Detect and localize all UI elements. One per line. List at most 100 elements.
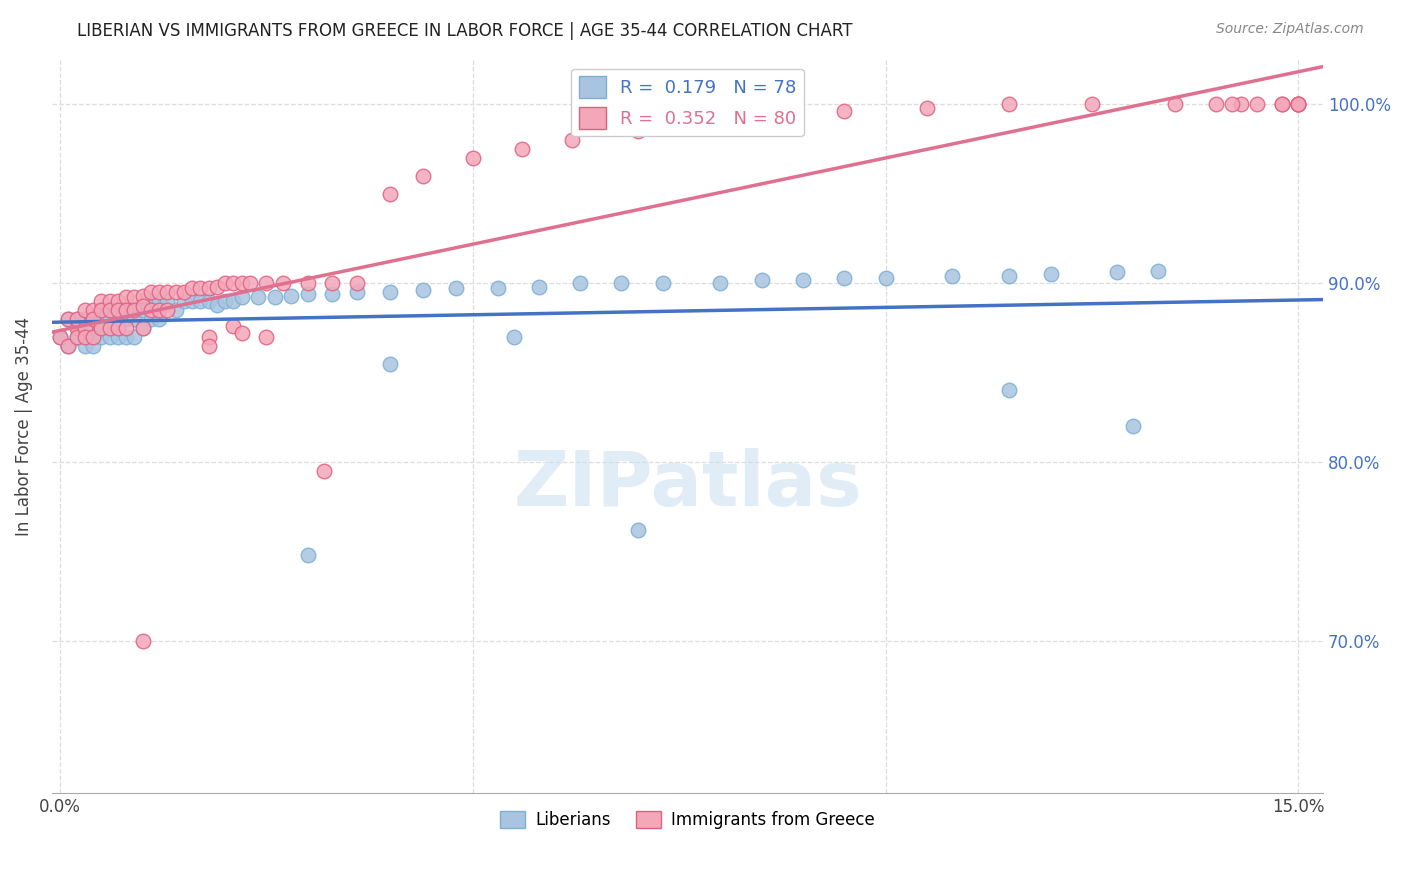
Point bbox=[239, 276, 262, 290]
Point bbox=[709, 276, 731, 290]
Point bbox=[65, 320, 87, 334]
Point bbox=[124, 311, 146, 326]
Point bbox=[561, 133, 583, 147]
Point bbox=[115, 302, 138, 317]
Point bbox=[82, 330, 104, 344]
Point bbox=[527, 279, 550, 293]
Text: ZIPatlas: ZIPatlas bbox=[513, 448, 862, 522]
Point bbox=[412, 283, 434, 297]
Point bbox=[131, 633, 153, 648]
Point bbox=[107, 302, 129, 317]
Point bbox=[98, 320, 121, 334]
Point bbox=[915, 101, 938, 115]
Point bbox=[998, 97, 1021, 112]
Point bbox=[569, 276, 592, 290]
Point bbox=[58, 311, 80, 326]
Point bbox=[1220, 97, 1243, 112]
Point bbox=[214, 276, 236, 290]
Point bbox=[380, 285, 402, 299]
Point bbox=[107, 302, 129, 317]
Point bbox=[751, 272, 773, 286]
Point bbox=[197, 339, 219, 353]
Point bbox=[115, 330, 138, 344]
Point bbox=[280, 288, 302, 302]
Point bbox=[90, 302, 112, 317]
Point bbox=[693, 115, 716, 129]
Point bbox=[998, 268, 1021, 283]
Point bbox=[82, 302, 104, 317]
Point bbox=[124, 302, 146, 317]
Point bbox=[98, 302, 121, 317]
Point bbox=[98, 311, 121, 326]
Point bbox=[1271, 97, 1294, 112]
Point bbox=[380, 357, 402, 371]
Point bbox=[1246, 97, 1268, 112]
Point bbox=[98, 293, 121, 308]
Point bbox=[58, 339, 80, 353]
Point bbox=[131, 293, 153, 308]
Point bbox=[1229, 97, 1251, 112]
Point bbox=[90, 330, 112, 344]
Point bbox=[1081, 97, 1104, 112]
Point bbox=[998, 384, 1021, 398]
Legend: Liberians, Immigrants from Greece: Liberians, Immigrants from Greece bbox=[494, 804, 882, 836]
Point bbox=[346, 276, 368, 290]
Point bbox=[231, 276, 253, 290]
Point bbox=[181, 281, 204, 295]
Point bbox=[346, 285, 368, 299]
Point bbox=[1286, 97, 1309, 112]
Point bbox=[73, 311, 96, 326]
Point bbox=[834, 270, 856, 285]
Y-axis label: In Labor Force | Age 35-44: In Labor Force | Age 35-44 bbox=[15, 317, 32, 536]
Point bbox=[380, 186, 402, 201]
Point bbox=[82, 339, 104, 353]
Point bbox=[321, 286, 343, 301]
Point bbox=[90, 320, 112, 334]
Point bbox=[461, 151, 484, 165]
Point bbox=[651, 276, 673, 290]
Point bbox=[1286, 97, 1309, 112]
Point bbox=[627, 523, 650, 537]
Point bbox=[512, 142, 534, 156]
Point bbox=[65, 330, 87, 344]
Point bbox=[503, 330, 526, 344]
Point bbox=[98, 330, 121, 344]
Point bbox=[131, 302, 153, 317]
Point bbox=[65, 320, 87, 334]
Point bbox=[792, 272, 814, 286]
Point bbox=[486, 281, 509, 295]
Point bbox=[1286, 97, 1309, 112]
Point bbox=[610, 276, 633, 290]
Point bbox=[271, 276, 294, 290]
Point bbox=[115, 302, 138, 317]
Point bbox=[65, 330, 87, 344]
Point bbox=[124, 330, 146, 344]
Point bbox=[222, 318, 245, 333]
Point bbox=[115, 311, 138, 326]
Point bbox=[58, 311, 80, 326]
Point bbox=[65, 311, 87, 326]
Point bbox=[1147, 263, 1170, 277]
Point bbox=[297, 276, 319, 290]
Point bbox=[115, 320, 138, 334]
Point bbox=[321, 276, 343, 290]
Point bbox=[1039, 267, 1062, 281]
Point bbox=[90, 302, 112, 317]
Point bbox=[254, 276, 277, 290]
Point bbox=[82, 311, 104, 326]
Point bbox=[73, 330, 96, 344]
Point bbox=[205, 297, 228, 311]
Point bbox=[124, 290, 146, 304]
Point bbox=[73, 320, 96, 334]
Point bbox=[247, 290, 270, 304]
Point bbox=[446, 281, 468, 295]
Point bbox=[1122, 419, 1144, 434]
Point bbox=[1205, 97, 1227, 112]
Point bbox=[107, 293, 129, 308]
Point bbox=[58, 339, 80, 353]
Point bbox=[834, 104, 856, 119]
Point bbox=[297, 548, 319, 562]
Point bbox=[412, 169, 434, 183]
Point bbox=[197, 281, 219, 295]
Point bbox=[231, 326, 253, 340]
